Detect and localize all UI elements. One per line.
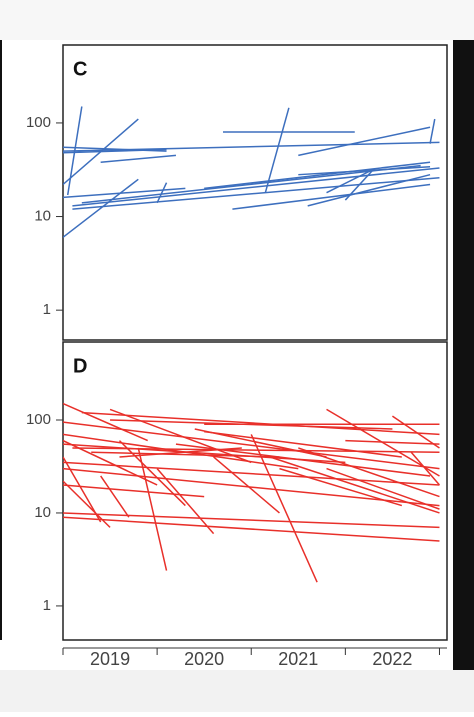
segment xyxy=(232,183,431,210)
segment xyxy=(63,484,205,498)
x-tick-label: 2021 xyxy=(278,649,318,669)
segment xyxy=(391,415,440,449)
segment xyxy=(204,430,402,458)
segment xyxy=(63,402,149,442)
segment xyxy=(63,187,186,199)
segment xyxy=(345,439,440,445)
segment xyxy=(429,118,436,144)
segment xyxy=(298,166,431,176)
segment xyxy=(63,118,139,186)
segment xyxy=(63,467,440,507)
segment xyxy=(307,173,431,207)
segment xyxy=(264,107,290,193)
panel-label: C xyxy=(73,58,87,80)
segment xyxy=(410,451,441,486)
top-band xyxy=(0,0,474,40)
y-tick-label: 1 xyxy=(43,597,51,614)
segment xyxy=(72,167,440,207)
segment xyxy=(269,456,440,514)
segment xyxy=(63,178,139,238)
segment xyxy=(119,447,242,458)
left-edge xyxy=(0,40,2,640)
x-tick-label: 2020 xyxy=(184,649,224,669)
panel-label: D xyxy=(73,355,87,377)
segment xyxy=(213,456,280,514)
segment xyxy=(63,421,440,470)
bottom-band xyxy=(0,670,474,712)
segment xyxy=(137,447,168,571)
segment xyxy=(81,164,421,204)
segment xyxy=(298,126,431,157)
right-edge xyxy=(453,40,474,670)
segment xyxy=(100,475,130,518)
y-tick-label: 10 xyxy=(34,208,51,225)
segment xyxy=(63,443,346,464)
segment xyxy=(63,512,440,529)
segments xyxy=(63,106,440,238)
panel-frame xyxy=(62,341,448,641)
segment xyxy=(326,168,374,194)
segment xyxy=(279,467,403,507)
segment xyxy=(194,428,327,458)
segments xyxy=(63,402,441,583)
segment xyxy=(63,141,440,152)
segment xyxy=(156,182,168,204)
y-tick-label: 1 xyxy=(43,301,51,318)
y-tick-label: 100 xyxy=(26,114,51,131)
segment xyxy=(326,467,440,510)
segment xyxy=(344,168,375,201)
segment xyxy=(156,468,215,535)
y-tick-label: 100 xyxy=(26,411,51,428)
y-tick-label: 10 xyxy=(34,504,51,521)
segment xyxy=(63,461,440,486)
segment xyxy=(109,408,252,464)
segment xyxy=(63,516,440,542)
segment xyxy=(100,154,177,164)
segment xyxy=(63,148,167,154)
x-tick-label: 2019 xyxy=(90,649,130,669)
segment xyxy=(72,176,440,210)
segment xyxy=(250,434,318,583)
segment xyxy=(204,161,431,190)
x-tick-label: 2022 xyxy=(372,649,412,669)
